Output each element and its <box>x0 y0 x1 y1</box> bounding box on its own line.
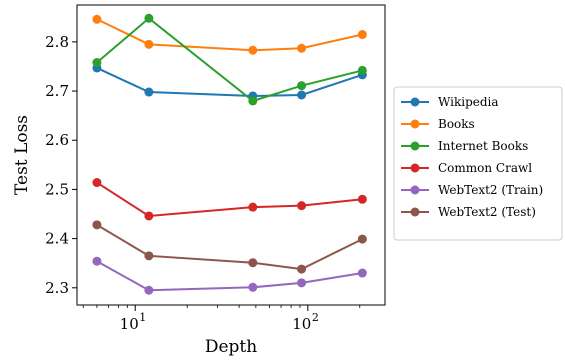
series-layer <box>92 13 367 295</box>
y-tick-label: 2.5 <box>45 180 69 198</box>
y-tick-label: 2.4 <box>45 230 69 248</box>
legend: Wikipedia Books Internet Books Common Crawl… <box>393 86 563 241</box>
data-point <box>248 96 258 106</box>
legend-label: WebText2 (Test) <box>438 205 536 219</box>
legend-swatch-marker <box>410 163 420 173</box>
data-point <box>297 43 307 53</box>
x-tick-label-exponent: 1 <box>139 311 146 324</box>
legend-label: WebText2 (Train) <box>438 183 543 197</box>
legend-item: Internet Books <box>401 139 528 153</box>
data-point <box>297 201 307 211</box>
y-tick-label: 2.8 <box>45 33 69 51</box>
data-point <box>297 278 307 288</box>
data-point <box>92 178 102 188</box>
legend-item: WebText2 (Train) <box>401 183 543 197</box>
data-point <box>297 264 307 274</box>
series-line <box>96 181 363 218</box>
legend-label: Common Crawl <box>438 161 532 175</box>
data-point <box>357 268 367 278</box>
data-point <box>357 194 367 204</box>
legend-swatch-marker <box>410 141 420 151</box>
data-point <box>297 81 307 91</box>
legend-label: Wikipedia <box>438 95 499 109</box>
legend-label: Books <box>438 117 475 131</box>
y-axis-label: Test Loss <box>12 115 32 195</box>
series-line <box>96 18 363 52</box>
data-point <box>92 14 102 24</box>
data-point <box>357 30 367 40</box>
legend-item: WebText2 (Test) <box>401 205 536 219</box>
data-point <box>248 258 258 268</box>
legend-swatch-marker <box>410 97 420 107</box>
x-axis-ticks: 10 1 10 2 <box>82 305 361 333</box>
series-internet-books <box>92 13 367 106</box>
series-webtext2-test <box>92 220 367 274</box>
y-axis-ticks: 2.3 2.4 2.5 2.6 2.7 2.8 <box>45 33 77 297</box>
data-point <box>357 65 367 75</box>
series-common-crawl <box>92 178 367 221</box>
x-axis-label: Depth <box>205 337 257 357</box>
legend-item: Wikipedia <box>401 95 499 109</box>
data-point <box>248 282 258 292</box>
legend-swatch-marker <box>410 185 420 195</box>
x-tick-label-base: 10 <box>120 315 139 333</box>
y-tick-label: 2.7 <box>45 82 69 100</box>
legend-item: Common Crawl <box>401 161 532 175</box>
data-point <box>144 211 154 221</box>
legend-swatch-marker <box>410 119 420 129</box>
data-point <box>92 256 102 266</box>
data-point <box>144 285 154 295</box>
series-line <box>96 223 363 271</box>
y-tick-label: 2.6 <box>45 131 69 149</box>
series-books <box>92 14 367 55</box>
series-webtext2-train <box>92 256 367 295</box>
legend-frame <box>393 86 563 241</box>
plot-area <box>76 4 386 306</box>
data-point <box>144 39 154 49</box>
data-point <box>144 87 154 97</box>
data-point <box>144 251 154 261</box>
data-point <box>248 202 258 212</box>
data-point <box>92 58 102 68</box>
legend-label: Internet Books <box>438 139 528 153</box>
plot-frame <box>76 4 386 306</box>
y-tick-label: 2.3 <box>45 279 69 297</box>
legend-item: Books <box>401 117 475 131</box>
data-point <box>357 234 367 244</box>
data-point <box>92 220 102 230</box>
legend-swatch-marker <box>410 207 420 217</box>
data-point <box>297 90 307 100</box>
series-line <box>96 260 363 292</box>
data-point <box>248 45 258 55</box>
data-point <box>144 13 154 23</box>
legend-items: Wikipedia Books Internet Books Common Crawl… <box>401 95 543 219</box>
x-tick-label-base: 10 <box>292 315 311 333</box>
x-tick-label-exponent: 2 <box>312 311 319 324</box>
